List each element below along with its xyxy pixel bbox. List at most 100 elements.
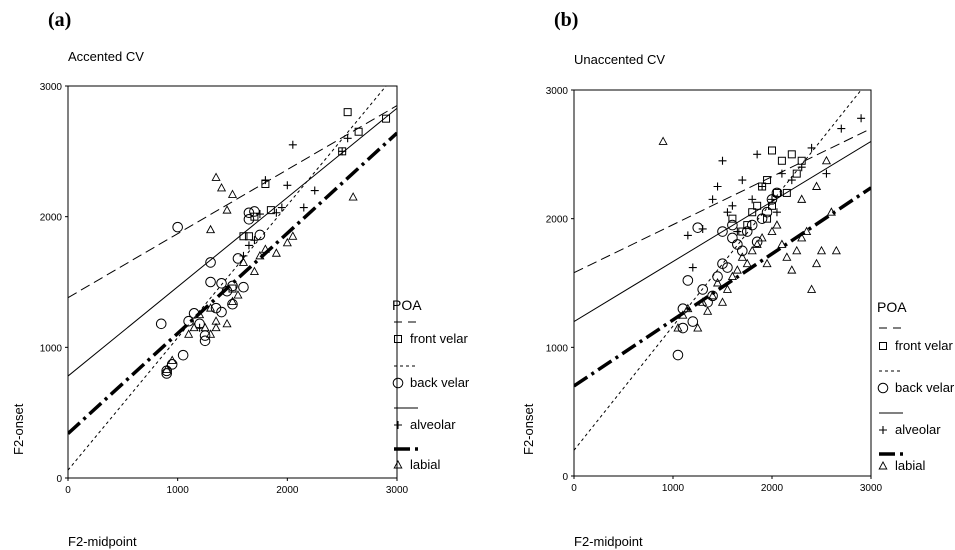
x-axis-label: F2-midpoint [574,534,643,549]
y-tick-label: 0 [562,472,568,483]
data-point-labial [797,233,807,242]
legend-title: POA [392,297,422,313]
data-point-labial [200,322,210,332]
data-point-labial [747,245,757,255]
legend-label: back velar [410,375,470,390]
data-point-back-velar [161,368,172,379]
data-point-front-velar [343,108,352,117]
data-point-alveolar [255,210,264,219]
data-point-labial [238,257,249,266]
data-point-labial [255,250,265,260]
data-point-alveolar [261,176,270,185]
data-point-front-velar [763,176,772,185]
data-point-labial [712,278,723,287]
data-point-back-velar [249,206,260,217]
data-point-back-velar [672,349,684,361]
data-point-back-velar [210,302,222,314]
legend-marker-alveolar [879,426,887,434]
legend-label: front velar [895,338,953,353]
data-point-alveolar [277,203,286,212]
data-point-front-velar [748,208,757,217]
data-point-alveolar [713,182,722,191]
legend-marker-front-velar [394,335,402,343]
data-point-alveolar [807,143,816,152]
data-point-labial [249,266,259,275]
data-point-labial [703,306,713,315]
data-point-back-velar [232,253,244,264]
legend: POA front velar back velar alveolar labial [877,299,955,473]
data-point-back-velar [761,206,773,218]
data-point-labial [167,355,177,364]
data-point-labial [742,258,752,268]
data-point-labial [206,224,216,234]
data-point-alveolar [288,140,297,149]
data-point-back-velar [238,281,249,293]
legend-label: alveolar [410,417,456,432]
data-point-front-velar [772,188,781,197]
data-point-alveolar [787,176,796,185]
data-point-labial [189,322,199,332]
data-point-labial [792,245,802,255]
data-point-labial [826,207,836,216]
data-point-front-velar [787,150,796,159]
y-tick-label: 3000 [546,86,569,97]
series-back-velar [68,86,387,471]
data-point-labial [288,231,298,240]
panel-label: (a) [48,9,71,31]
x-tick-label: 1000 [662,483,685,494]
data-point-labial [683,303,693,313]
regression-line-back-velar [68,86,387,471]
data-point-back-velar [177,349,189,361]
y-tick-label: 1000 [40,343,63,354]
data-point-labial [737,252,747,261]
data-point-labial [757,233,767,242]
data-point-alveolar [748,195,757,204]
data-point-alveolar [777,169,786,178]
legend-marker-alveolar [394,421,402,429]
panel-a: (a) Accented CV 0 1000 2000 3000 0 1000 2000 3000… [11,9,470,549]
data-point-alveolar [822,169,831,178]
series-labial [574,136,871,388]
data-point-alveolar [738,176,747,185]
data-point-labial [752,239,762,248]
data-point-back-velar [199,335,211,347]
plot-area [68,86,397,471]
data-point-labial [772,220,782,229]
data-point-alveolar [837,124,846,133]
y-tick-label: 2000 [546,215,569,226]
data-point-labial [271,248,281,257]
data-point-labial [777,239,787,248]
legend-marker-front-velar [879,342,887,350]
data-point-labial [727,271,737,281]
plot-frame [573,89,872,477]
y-tick-label: 2000 [40,213,63,224]
data-point-alveolar [857,114,866,123]
data-point-back-velar [172,221,183,233]
data-point-front-velar [792,169,801,178]
chart-title: Accented CV [68,49,144,64]
data-point-alveolar [723,208,732,217]
data-point-labial [216,182,227,192]
data-point-back-velar [732,239,743,250]
legend-marker-back-velar [877,382,889,394]
data-point-back-velar [227,298,238,310]
data-point-back-velar [717,226,728,237]
y-axis-label: F2-onset [521,403,536,455]
data-point-labial [802,226,812,235]
data-point-alveolar [698,224,707,233]
x-tick-label: 3000 [860,483,883,494]
data-point-front-velar [244,232,253,241]
data-point-back-velar [692,222,704,233]
legend-marker-labial [393,460,403,469]
legend-label: alveolar [895,422,941,437]
data-point-labial [811,258,822,268]
data-point-front-velar [782,188,791,197]
y-tick-label: 3000 [40,82,63,93]
data-point-alveolar [797,163,806,172]
data-point-back-velar [243,213,255,225]
data-point-labial [260,244,270,253]
data-point-alveolar [195,323,204,332]
data-point-labial [222,205,232,214]
data-point-back-velar [727,219,738,231]
